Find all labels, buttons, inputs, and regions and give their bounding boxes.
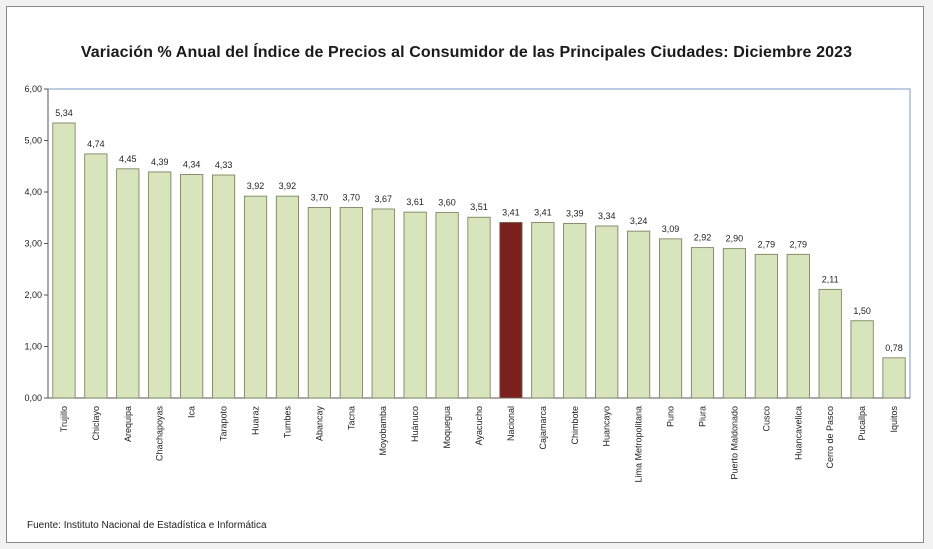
x-axis-labels-group: Trujillo Chiclayo Arequipa Chachapoyas Ica Ta… [59,406,899,483]
x-tick-label: Cajamarca [538,406,548,450]
bar-value-label: 3,61 [406,197,424,207]
bar-value-label: 4,45 [119,154,137,164]
x-tick-label: Ayacucho [474,406,484,445]
x-tick-label: Trujillo [59,406,69,432]
x-tick-label: Cusco [761,406,771,432]
bar-value-label: 4,34 [183,159,201,169]
value-labels-group: 5,34 4,74 4,45 4,39 4,34 4,33 3,92 3,92 3,70 3,70… [55,108,903,353]
bar-cajamarca [531,221,555,399]
x-tick-label: Abancay [314,406,324,442]
bar-value-label: 3,51 [470,202,488,212]
y-tick-label: 0,00 [24,393,42,403]
x-tick-label: Tacna [346,406,356,430]
bar-value-label: 2,79 [758,239,776,249]
y-tick-label: 2,00 [24,290,42,300]
bar-tacna [339,207,363,399]
x-tick-label: Iquitos [889,406,899,433]
bar-lima-metropolitana [627,230,651,399]
bar-value-label: 3,09 [662,224,680,234]
bar-chachapoyas [148,171,172,399]
bar-huánuco [403,211,427,399]
bar-value-label: 4,39 [151,157,169,167]
x-tick-label: Cerro de Pasco [825,406,835,469]
x-tick-label: Lima Metropolitana [634,406,644,483]
y-tick-label: 6,00 [24,84,42,94]
y-tick-label: 3,00 [24,239,42,249]
x-tick-label: Moquegua [442,406,452,449]
bar-huaraz [243,195,268,399]
bar-value-label: 3,34 [598,211,616,221]
y-tick-label: 1,00 [24,342,42,352]
bar-arequipa [116,168,140,399]
bar-tarapoto [212,174,236,399]
bar-puno [658,238,683,399]
x-tick-label: Huánuco [410,406,420,442]
bar-value-label: 2,90 [726,234,744,244]
bar-puerto-maldonado [722,248,746,399]
bars-group [52,122,906,399]
bar-value-label: 3,39 [566,208,584,218]
y-tick-label: 4,00 [24,187,42,197]
bar-cerro-de-pasco [818,288,842,399]
bar-moyobamba [371,208,395,399]
bar-value-label: 4,33 [215,160,233,170]
bar-value-label: 3,92 [247,181,265,191]
bar-trujillo [52,122,76,399]
x-tick-label: Nacional [506,406,516,441]
bar-huancavelica [786,253,810,399]
bar-value-label: 3,24 [630,216,648,226]
bar-value-label: 3,67 [374,194,392,204]
bar-piura [690,247,715,399]
bar-pucallpa [850,320,874,399]
bar-value-label: 2,11 [822,274,839,284]
x-tick-label: Arequipa [123,406,133,442]
y-tick-label: 5,00 [24,136,42,146]
bar-abancay [307,207,331,399]
chart-title: Variación % Anual del Índice de Precios … [80,44,853,61]
x-tick-label: Piura [697,406,707,427]
bar-value-label: 5,34 [55,108,73,118]
x-tick-label: Moyobamba [378,406,388,456]
bar-value-label: 1,50 [853,306,871,316]
bar-value-label: 2,79 [789,239,807,249]
bar-chiclayo [84,153,108,399]
bar-value-label: 0,78 [885,343,903,353]
bar-value-label: 4,74 [87,139,105,149]
x-tick-label: Huaraz [251,406,261,436]
x-tick-label: Huancavelica [793,406,803,460]
x-tick-label: Chimbote [570,406,580,445]
source-note: Fuente: Instituto Nacional de Estadístic… [27,520,267,531]
bar-moquegua [435,212,459,399]
bar-tumbes [275,195,300,399]
bar-value-label: 3,70 [311,192,329,202]
bar-value-label: 3,41 [534,207,552,217]
bar-ica [180,174,204,399]
x-tick-label: Chachapoyas [155,406,165,462]
bar-ayacucho [467,216,491,399]
bar-cusco [754,253,778,399]
x-tick-label: Chiclayo [91,406,101,441]
x-tick-label: Tarapoto [219,406,229,441]
x-tick-label: Huancayo [602,406,612,447]
x-tick-label: Ica [187,406,197,418]
bar-value-label: 3,41 [502,207,520,217]
bar-huancayo [595,225,619,399]
bar-iquitos [882,357,906,399]
bar-chimbote [563,223,587,399]
bar-value-label: 2,92 [694,233,712,243]
bar-value-label: 3,60 [438,198,456,208]
bar-value-label: 3,70 [343,192,361,202]
x-tick-label: Pucallpa [857,406,867,441]
x-tick-label: Puerto Maldonado [729,406,739,480]
bar-nacional [499,221,523,399]
bar-value-label: 3,92 [279,181,297,191]
x-tick-label: Puno [666,406,676,427]
x-tick-label: Tumbes [282,406,292,439]
